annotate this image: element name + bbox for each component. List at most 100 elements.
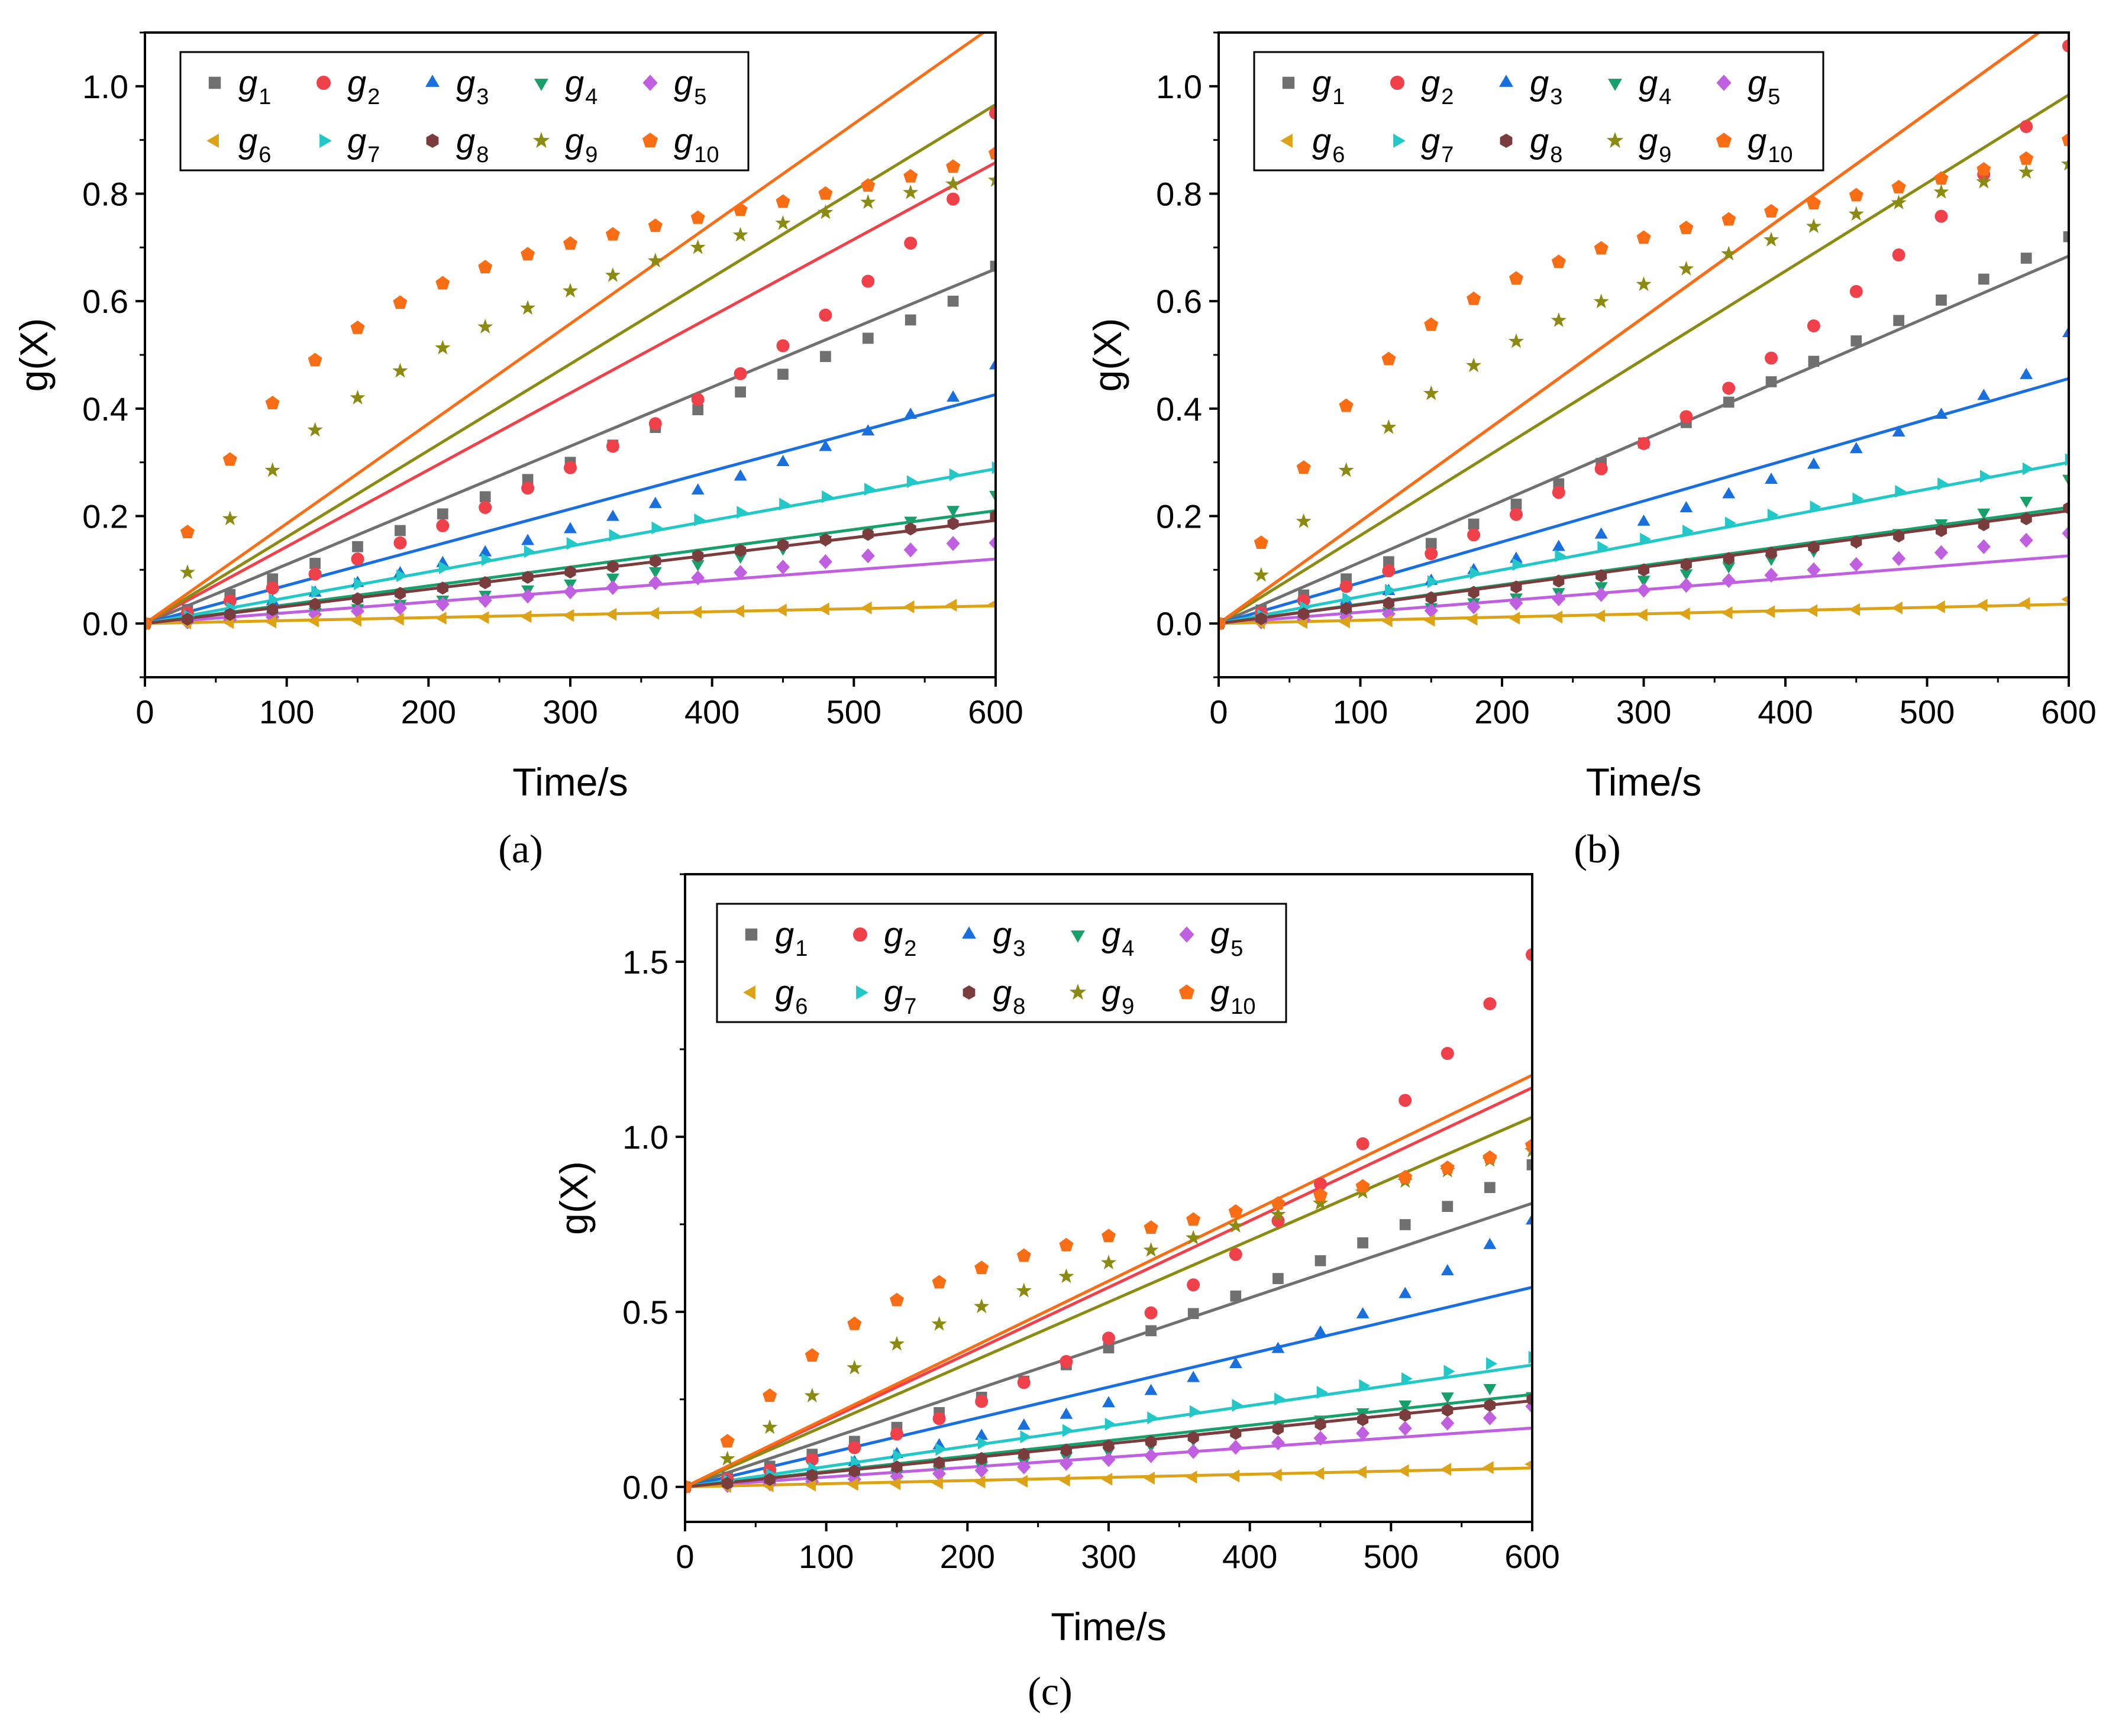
point-g9: [647, 253, 663, 268]
point-g3: [1271, 1341, 1285, 1353]
y-tick-label: 0.6: [1156, 283, 1202, 320]
point-g10: [733, 202, 748, 216]
point-g1: [1383, 556, 1394, 568]
fit-line-g3: [685, 1285, 1532, 1489]
point-g5: [1017, 1459, 1031, 1475]
point-g5: [989, 535, 996, 551]
point-g1: [395, 525, 406, 536]
x-tick-label: 400: [1758, 693, 1813, 730]
point-g6: [1101, 1472, 1113, 1486]
legend-marker-g9: [1606, 132, 1624, 148]
point-g5: [350, 603, 365, 619]
point-g6: [805, 1478, 816, 1492]
point-g10: [1398, 1169, 1413, 1184]
point-g9: [1100, 1255, 1117, 1270]
legend-label-g10: g10: [674, 122, 719, 167]
point-g1: [1723, 396, 1735, 408]
legend-marker-g7: [856, 985, 868, 1000]
point-g3: [1526, 1213, 1532, 1225]
point-g1: [1145, 1325, 1157, 1337]
point-g9: [1228, 1218, 1244, 1233]
legend-item-g9: g9: [1069, 974, 1134, 1019]
y-tick-label: 1.5: [622, 943, 668, 981]
panel-c-label: (c): [1028, 1669, 1072, 1714]
point-g5: [2062, 525, 2069, 541]
legend-item-g6: g6: [743, 974, 808, 1019]
point-g10: [393, 295, 408, 309]
legend-marker-g2: [316, 76, 331, 90]
point-g2: [1637, 437, 1651, 450]
point-g1: [692, 404, 704, 415]
point-g6: [1525, 1460, 1532, 1469]
point-g8: [1425, 591, 1437, 604]
point-g5: [1441, 1415, 1455, 1431]
point-g7: [1512, 558, 1524, 571]
point-g7: [935, 1443, 947, 1456]
point-g1: [2063, 231, 2069, 243]
point-g2: [1483, 997, 1497, 1010]
point-g5: [393, 600, 407, 616]
point-g4: [648, 567, 662, 578]
point-g5: [974, 1463, 989, 1478]
point-g9: [1933, 184, 1949, 199]
point-g6: [1016, 1475, 1028, 1488]
point-g1: [2020, 253, 2032, 264]
point-g10: [1509, 271, 1523, 285]
point-g10: [478, 260, 493, 274]
point-g5: [1849, 557, 1863, 572]
x-axis-title: Time/s: [512, 760, 628, 804]
point-g9: [179, 564, 195, 579]
x-tick-label: 100: [259, 693, 314, 730]
point-g9: [903, 184, 919, 199]
point-g4: [1722, 562, 1736, 574]
point-g9: [690, 239, 706, 254]
point-g7: [1020, 1430, 1032, 1444]
point-g1: [1442, 1201, 1454, 1213]
point-g8: [1103, 1439, 1115, 1453]
y-axis-title: g(X): [552, 1161, 596, 1235]
point-g8: [1723, 552, 1735, 565]
y-tick-label: 1.0: [1156, 68, 1202, 105]
legend: g1 g2 g3 g4 g5 g6 g7 g8 g9 g10: [716, 903, 1287, 1023]
point-g1: [1510, 499, 1522, 510]
point-g8: [777, 538, 789, 552]
legend-marker-g4: [1608, 79, 1622, 91]
point-g9: [1976, 173, 1992, 189]
y-axis-title: g(X): [1086, 318, 1129, 392]
point-g9: [222, 510, 238, 526]
legend-box: [179, 51, 750, 172]
point-g8: [351, 592, 364, 606]
point-g6: [818, 602, 829, 616]
point-g1: [862, 332, 874, 344]
point-g2: [975, 1395, 989, 1408]
point-g6: [889, 1477, 901, 1491]
point-g5: [1976, 539, 1991, 554]
point-g3: [819, 439, 832, 451]
point-g1: [1425, 538, 1437, 549]
point-g5: [1483, 1410, 1497, 1425]
point-g2: [564, 461, 577, 474]
point-g8: [1018, 1447, 1030, 1461]
point-g7: [2022, 462, 2034, 476]
legend-marker-g5: [1179, 926, 1194, 943]
fit-line-g2: [685, 1086, 1532, 1489]
point-g1: [1468, 518, 1480, 530]
point-g6: [435, 612, 447, 625]
point-g2: [606, 439, 619, 453]
point-g8: [1850, 535, 1862, 549]
point-g1: [479, 491, 491, 503]
point-g7: [1852, 492, 1864, 506]
point-g8: [1510, 580, 1522, 594]
legend-label-g8: g8: [993, 974, 1025, 1019]
legend-label-g7: g7: [1421, 122, 1454, 167]
point-g7: [1979, 470, 1991, 483]
legend-item-g3: g3: [1499, 64, 1562, 109]
legend-marker-g1: [745, 928, 758, 941]
point-g8: [1484, 1398, 1496, 1412]
point-g10: [1339, 398, 1354, 412]
point-g9: [392, 363, 408, 378]
panel-a-label: (a): [498, 826, 542, 871]
point-g3: [1594, 527, 1608, 539]
point-g9: [605, 267, 621, 282]
point-g10: [1424, 317, 1439, 331]
